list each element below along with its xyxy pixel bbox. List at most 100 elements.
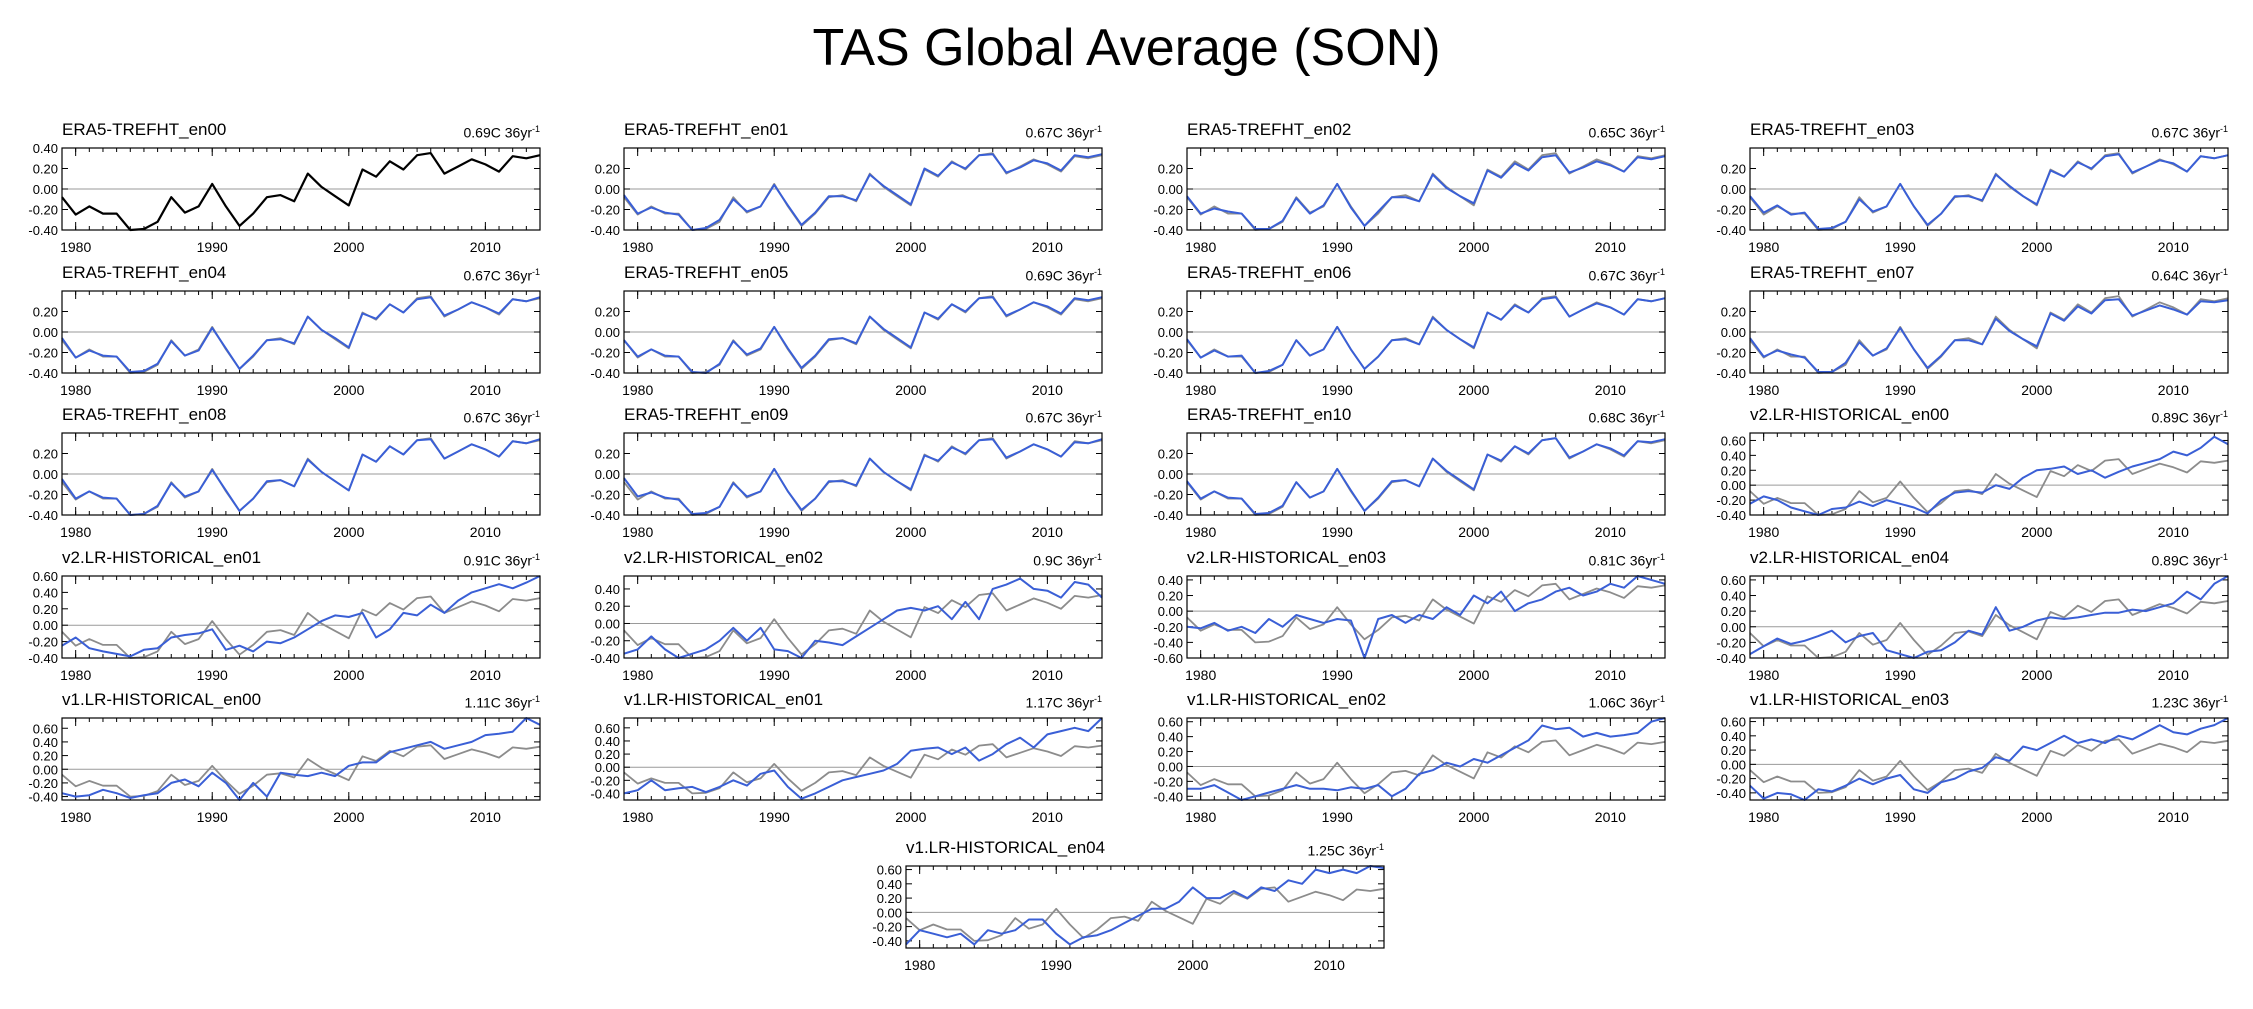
x-tick-label: 2010 [470, 382, 501, 398]
y-tick-label: 0.60 [33, 721, 58, 736]
y-tick-label: -0.20 [28, 203, 58, 218]
x-tick-label: 1980 [1185, 239, 1216, 255]
x-tick-label: 2010 [2158, 667, 2189, 683]
y-tick-label: 0.00 [33, 467, 58, 482]
plot-frame [623, 717, 1103, 801]
panel-v2.LR-HISTORICAL_en01: v2.LR-HISTORICAL_en01 0.91C 36yr-1 1980 199… [28, 548, 541, 683]
y-tick-label: 0.00 [1158, 325, 1183, 340]
x-tick-label: 2010 [1595, 524, 1626, 540]
y-tick-label: 0.40 [595, 582, 620, 597]
y-tick-label: -0.40 [28, 366, 58, 381]
y-tick-label: -0.20 [28, 346, 58, 361]
x-tick-label: 1980 [1748, 239, 1779, 255]
panel-ERA5-TREFHT_en07: ERA5-TREFHT_en07 0.64C 36yr-1 1980 1990 2000… [1716, 263, 2229, 398]
x-tick-label: 2000 [2021, 239, 2052, 255]
panel-title: ERA5-TREFHT_en02 [1187, 120, 1352, 139]
member-series-line [623, 577, 1103, 659]
y-tick-label: 0.00 [1158, 182, 1183, 197]
x-tick-label: 2000 [1177, 957, 1208, 973]
reference-series-line [61, 595, 541, 659]
plot-frame [1186, 717, 1666, 801]
y-tick-label: -0.20 [1153, 620, 1183, 635]
trend-label: 1.25C 36yr-1 [1307, 842, 1385, 859]
plot-area: 1980 1990 2000 2010 0.600.400.200.00-0.20-0.… [1153, 715, 1666, 825]
panel-title: ERA5-TREFHT_en01 [624, 120, 789, 139]
panel-ERA5-TREFHT_en08: ERA5-TREFHT_en08 0.67C 36yr-1 1980 1990 2000… [28, 405, 541, 540]
trend-label: 0.91C 36yr-1 [463, 552, 541, 569]
x-tick-label: 1980 [1185, 809, 1216, 825]
member-series-line [61, 575, 541, 658]
plot-area: 1980 1990 2000 2010 0.20 0.00 -0.20 -0.40 [1716, 290, 2229, 398]
plot-frame [61, 575, 541, 659]
reference-series-line [1749, 598, 2229, 659]
x-tick-label: 2010 [1032, 809, 1063, 825]
plot-area: 1980 1990 2000 2010 0.600.400.200.00-0.20-0.… [1716, 715, 2229, 825]
y-tick-label: -0.40 [28, 651, 58, 666]
reference-series-line [1186, 739, 1666, 798]
plot-frame [905, 865, 1385, 949]
panel-v1.LR-HISTORICAL_en00: v1.LR-HISTORICAL_en00 1.11C 36yr-1 1980 199… [28, 690, 541, 825]
trend-label: 0.67C 36yr-1 [2151, 124, 2229, 141]
y-tick-label: -0.40 [28, 223, 58, 238]
panel-title: v2.LR-HISTORICAL_en04 [1750, 548, 1950, 567]
panel-ERA5-TREFHT_en05: ERA5-TREFHT_en05 0.69C 36yr-1 1980 1990 2000… [590, 263, 1103, 398]
x-tick-label: 1990 [1322, 382, 1353, 398]
plot-area: 1980 1990 2000 2010 0.400.200.00-0.20-0.40-0… [1153, 573, 1666, 683]
trend-label: 1.06C 36yr-1 [1588, 694, 1666, 711]
y-tick-label: 0.60 [33, 569, 58, 584]
plot-area: 1980 1990 2000 2010 0.600.400.200.00-0.20-0.… [28, 717, 541, 825]
x-tick-label: 2010 [470, 524, 501, 540]
y-tick-label: 0.60 [595, 721, 620, 736]
x-tick-label: 2000 [895, 524, 926, 540]
x-tick-label: 1980 [1185, 382, 1216, 398]
x-tick-label: 2010 [2158, 239, 2189, 255]
panel-title: ERA5-TREFHT_en05 [624, 263, 789, 282]
reference-series-line [61, 744, 541, 798]
y-tick-label: 0.00 [595, 760, 620, 775]
y-tick-label: -0.20 [1716, 635, 1746, 650]
x-tick-label: 2010 [2158, 809, 2189, 825]
reference-series-line [623, 437, 1103, 516]
x-tick-label: 2010 [470, 239, 501, 255]
trend-label: 0.67C 36yr-1 [463, 409, 541, 426]
x-tick-label: 2000 [1458, 382, 1489, 398]
x-tick-label: 1980 [1748, 524, 1779, 540]
x-tick-label: 1990 [1885, 809, 1916, 825]
y-tick-label: -0.40 [1153, 508, 1183, 523]
x-tick-label: 1980 [622, 809, 653, 825]
y-tick-label: 0.20 [1158, 162, 1183, 177]
plot-frame [1186, 575, 1666, 659]
y-tick-label: 0.00 [1721, 182, 1746, 197]
panel-v2.LR-HISTORICAL_en04: v2.LR-HISTORICAL_en04 0.89C 36yr-1 1980 199… [1716, 548, 2229, 683]
panel-ERA5-TREFHT_en03: ERA5-TREFHT_en03 0.67C 36yr-1 1980 1990 2000… [1716, 120, 2229, 255]
panel-title: v1.LR-HISTORICAL_en04 [906, 838, 1106, 857]
plot-frame [1749, 432, 2229, 516]
x-tick-label: 1980 [622, 382, 653, 398]
y-tick-label: 0.00 [877, 905, 902, 920]
x-tick-label: 1990 [1885, 239, 1916, 255]
x-tick-label: 1990 [1041, 957, 1072, 973]
y-tick-label: -0.40 [1716, 366, 1746, 381]
plot-frame [623, 147, 1103, 231]
panel-title: ERA5-TREFHT_en07 [1750, 263, 1915, 282]
panel-ERA5-TREFHT_en06: ERA5-TREFHT_en06 0.67C 36yr-1 1980 1990 2000… [1153, 263, 1666, 398]
y-tick-label: 0.20 [1158, 305, 1183, 320]
x-tick-label: 1980 [904, 957, 935, 973]
x-tick-label: 2010 [2158, 382, 2189, 398]
panel-v1.LR-HISTORICAL_en03: v1.LR-HISTORICAL_en03 1.23C 36yr-1 1980 199… [1716, 690, 2229, 825]
x-tick-label: 1980 [60, 667, 91, 683]
y-tick-label: -0.20 [590, 773, 620, 788]
reference-series-line [1186, 295, 1666, 374]
y-tick-label: 0.40 [1158, 573, 1183, 588]
x-tick-label: 1980 [622, 667, 653, 683]
y-tick-label: 0.20 [33, 162, 58, 177]
y-tick-label: 0.20 [33, 447, 58, 462]
x-tick-label: 1980 [60, 239, 91, 255]
reference-series-line [623, 152, 1103, 231]
plot-area: 1980 1990 2000 2010 0.20 0.00 -0.20 -0.40 [1153, 147, 1666, 255]
y-tick-label: 0.40 [1721, 448, 1746, 463]
member-series-line [623, 438, 1103, 515]
y-tick-label: 0.20 [1721, 463, 1746, 478]
panel-title: v2.LR-HISTORICAL_en02 [624, 548, 824, 567]
y-tick-label: 0.00 [1721, 757, 1746, 772]
